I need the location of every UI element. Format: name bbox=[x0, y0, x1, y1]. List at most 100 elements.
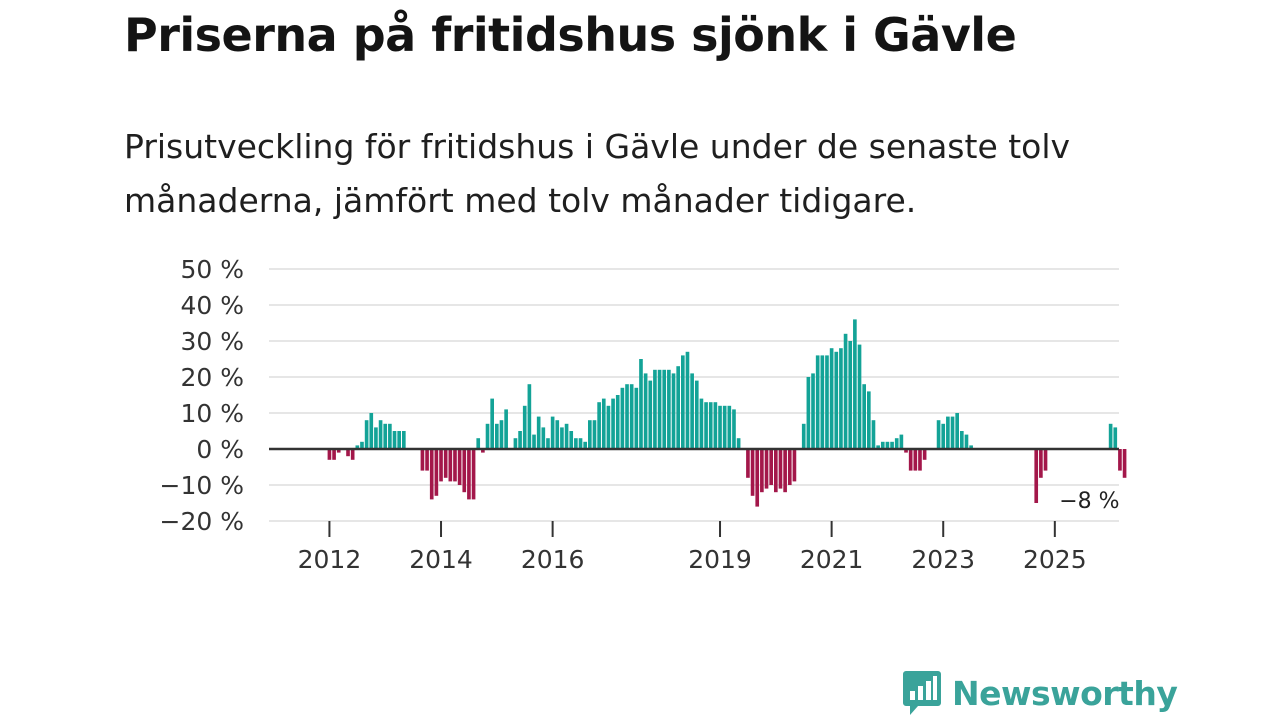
bar bbox=[964, 434, 969, 449]
bar bbox=[894, 438, 899, 449]
bar bbox=[746, 449, 750, 478]
bar bbox=[969, 445, 973, 449]
bar bbox=[625, 384, 629, 449]
bar bbox=[1122, 449, 1127, 478]
bar bbox=[1034, 449, 1039, 503]
bar bbox=[504, 409, 508, 449]
bar bbox=[904, 449, 908, 453]
bar bbox=[434, 449, 439, 496]
bar bbox=[1039, 449, 1043, 478]
bar bbox=[448, 449, 453, 482]
bar bbox=[908, 449, 913, 471]
y-tick-label: 20 % bbox=[180, 363, 244, 392]
labels: 50 % 40 % 30 % 20 % 10 % 0 % −10 % −20 % 2012 201… bbox=[160, 255, 1120, 574]
bar bbox=[360, 441, 364, 449]
bar bbox=[583, 441, 587, 449]
bar bbox=[848, 341, 853, 449]
bar bbox=[536, 416, 541, 449]
bar bbox=[657, 369, 662, 449]
bar bbox=[750, 449, 755, 496]
bar bbox=[639, 359, 643, 449]
bar bbox=[760, 449, 764, 493]
y-tick-label: −20 % bbox=[160, 507, 244, 536]
bar bbox=[815, 355, 820, 449]
bar bbox=[578, 438, 583, 449]
bar-chart-speech-icon bbox=[903, 671, 941, 715]
bar bbox=[327, 449, 332, 460]
bar bbox=[532, 434, 536, 449]
bar bbox=[629, 384, 634, 449]
y-tick-label: 0 % bbox=[196, 435, 244, 464]
bar bbox=[397, 431, 401, 449]
bar bbox=[913, 449, 918, 471]
bar bbox=[960, 431, 964, 449]
bar bbox=[402, 431, 406, 449]
bar bbox=[880, 441, 885, 449]
bar bbox=[453, 449, 457, 482]
bar bbox=[774, 449, 778, 493]
bar bbox=[490, 398, 494, 449]
bar bbox=[364, 420, 369, 449]
bar bbox=[825, 355, 829, 449]
bar bbox=[732, 409, 736, 449]
bar bbox=[955, 413, 959, 449]
bar bbox=[392, 431, 397, 449]
bar bbox=[346, 449, 350, 457]
bar bbox=[546, 438, 550, 449]
bar bbox=[597, 402, 601, 449]
bar bbox=[918, 449, 922, 471]
bar bbox=[778, 449, 783, 489]
bar bbox=[476, 438, 481, 449]
bar bbox=[681, 355, 685, 449]
bar bbox=[378, 420, 383, 449]
y-tick-label: 40 % bbox=[180, 291, 244, 320]
bar bbox=[425, 449, 429, 471]
bar bbox=[736, 438, 741, 449]
bar bbox=[787, 449, 792, 485]
bar bbox=[690, 373, 694, 449]
bar bbox=[899, 434, 904, 449]
x-tick-label: 2016 bbox=[521, 545, 585, 574]
bar bbox=[648, 380, 653, 449]
bar bbox=[606, 405, 611, 449]
bar bbox=[843, 333, 848, 449]
bar bbox=[513, 438, 518, 449]
bar bbox=[574, 438, 578, 449]
bar bbox=[834, 351, 839, 449]
bar bbox=[862, 384, 866, 449]
bar bbox=[569, 431, 574, 449]
bar bbox=[713, 402, 718, 449]
bar bbox=[820, 355, 825, 449]
bar bbox=[667, 369, 671, 449]
bar bbox=[643, 373, 648, 449]
bar bbox=[922, 449, 927, 460]
bar bbox=[383, 423, 388, 449]
bar bbox=[471, 449, 476, 500]
x-tick-label: 2025 bbox=[1023, 545, 1087, 574]
bar bbox=[1043, 449, 1048, 471]
bar bbox=[332, 449, 336, 460]
bar bbox=[481, 449, 485, 453]
bar bbox=[439, 449, 443, 482]
bar bbox=[811, 373, 815, 449]
bar bbox=[1108, 423, 1113, 449]
bar bbox=[936, 420, 941, 449]
bar bbox=[806, 377, 811, 449]
bar bbox=[685, 351, 690, 449]
bar bbox=[722, 405, 727, 449]
bar bbox=[704, 402, 708, 449]
x-tick-label: 2023 bbox=[911, 545, 975, 574]
chart-title: Priserna på fritidshus sjönk i Gävle bbox=[124, 8, 1017, 62]
bar bbox=[853, 319, 857, 449]
bar bbox=[792, 449, 797, 482]
bar bbox=[839, 348, 843, 449]
bar bbox=[485, 423, 490, 449]
bar bbox=[876, 445, 880, 449]
bar bbox=[769, 449, 773, 485]
bar bbox=[336, 449, 341, 453]
bar bbox=[541, 427, 546, 449]
bar bbox=[718, 405, 722, 449]
bar bbox=[550, 416, 555, 449]
y-tick-label: 10 % bbox=[180, 399, 244, 428]
